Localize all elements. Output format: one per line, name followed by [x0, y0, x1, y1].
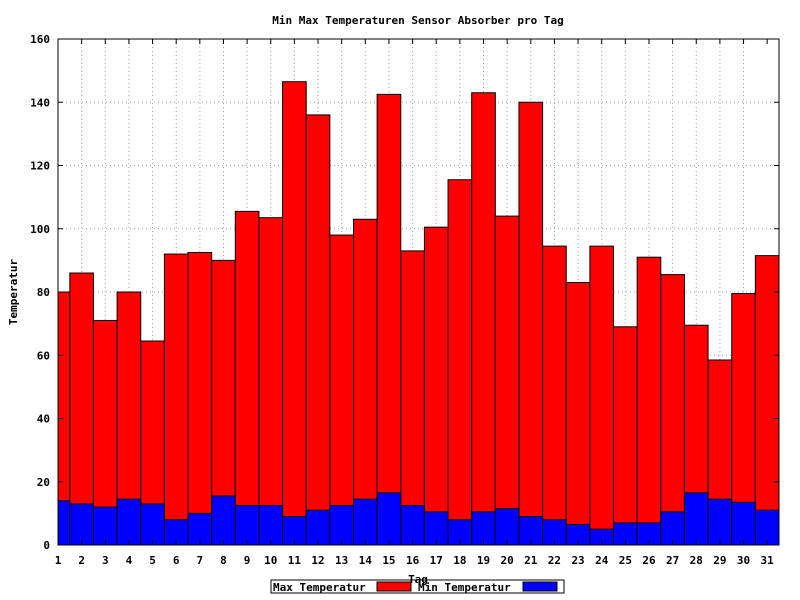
bar-max-day-14	[352, 218, 378, 546]
bar-min-day-30	[731, 501, 756, 546]
bar-min-day-1	[57, 500, 71, 546]
bar-max-day-19	[471, 92, 496, 546]
bar-max-day-26	[636, 256, 662, 546]
x-tick-label: 22	[548, 554, 561, 567]
bar-max-day-7	[187, 251, 213, 546]
y-tick-label: 20	[37, 476, 50, 489]
bar-max-day-25	[613, 326, 638, 546]
bar-max-day-17	[423, 226, 449, 546]
bars	[57, 81, 780, 546]
x-tick-label: 14	[359, 554, 373, 567]
bar-max-day-13	[329, 234, 354, 546]
y-tick-label: 140	[30, 96, 50, 109]
bar-max-day-23	[565, 282, 591, 546]
x-tick-label: 27	[666, 554, 679, 567]
x-tick-label: 24	[595, 554, 609, 567]
bar-max-day-10	[258, 217, 284, 546]
bar-max-day-16	[400, 250, 425, 546]
bar-min-day-14	[352, 498, 378, 546]
bar-max-day-27	[660, 274, 685, 546]
x-tick-label: 5	[149, 554, 156, 567]
x-tick-label: 9	[244, 554, 251, 567]
legend-swatch-min	[522, 581, 558, 592]
bar-max-day-6	[163, 253, 189, 546]
bar-max-day-9	[234, 210, 260, 546]
bar-min-day-10	[258, 504, 284, 546]
y-tick-label: 80	[37, 286, 50, 299]
x-tick-label: 3	[102, 554, 109, 567]
bar-min-day-5	[140, 503, 165, 546]
y-tick-label: 100	[30, 223, 50, 236]
y-tick-labels: 0 20 40 60 80 100 120 140 160	[30, 33, 50, 552]
legend-swatch-max	[376, 581, 412, 592]
x-tick-label: 26	[642, 554, 656, 567]
x-tick-label: 13	[335, 554, 348, 567]
x-tick-label: 16	[406, 554, 420, 567]
x-tick-label: 11	[288, 554, 302, 567]
x-tick-label: 25	[619, 554, 632, 567]
bar-min-day-3	[92, 506, 118, 546]
bar-max-day-15	[376, 93, 402, 546]
x-tick-label: 8	[220, 554, 227, 567]
chart-title: Min Max Temperaturen Sensor Absorber pro…	[272, 14, 563, 27]
bar-min-day-16	[400, 504, 425, 546]
bar-max-day-31	[754, 255, 780, 546]
legend: Max Temperatur Min Temperatur	[270, 579, 565, 594]
x-tick-labels: 1 2 3 4 5 6 7 8 9 10 11 12 13 14 15 16 17 18 19 20 21 22 23 24 2…	[55, 554, 774, 567]
bar-max-day-21	[518, 101, 544, 546]
bar-min-day-9	[234, 504, 260, 546]
bar-min-day-8	[211, 495, 236, 546]
bar-min-day-4	[116, 498, 142, 546]
bar-min-day-31	[754, 509, 780, 546]
y-tick-label: 160	[30, 33, 50, 46]
x-tick-label: 17	[430, 554, 443, 567]
bar-max-day-24	[589, 245, 615, 546]
bar-min-day-28	[683, 492, 709, 546]
y-tick-label: 120	[30, 160, 50, 173]
x-tick-label: 20	[501, 554, 514, 567]
legend-label-max: Max Temperatur	[273, 581, 366, 594]
x-tick-label: 4	[126, 554, 133, 567]
bar-min-day-29	[707, 498, 733, 546]
bar-max-day-11	[282, 81, 307, 546]
x-tick-label: 21	[524, 554, 538, 567]
x-tick-label: 19	[477, 554, 490, 567]
y-axis-label: Temperatur	[7, 259, 20, 326]
x-tick-label: 7	[197, 554, 204, 567]
bar-min-day-12	[305, 509, 331, 546]
bar-min-day-2	[69, 503, 94, 546]
x-tick-label: 15	[382, 554, 395, 567]
x-tick-label: 29	[713, 554, 726, 567]
bar-min-day-15	[376, 492, 402, 546]
bar-max-day-20	[494, 215, 520, 546]
x-tick-label: 6	[173, 554, 180, 567]
y-tick-label: 0	[43, 539, 50, 552]
y-tick-label: 40	[37, 413, 50, 426]
y-tick-label: 60	[37, 349, 50, 362]
x-tick-label: 18	[453, 554, 466, 567]
bar-min-day-20	[494, 508, 520, 546]
x-tick-label: 28	[690, 554, 703, 567]
bar-min-day-13	[329, 504, 354, 546]
legend-label-min: Min Temperatur	[418, 581, 511, 594]
legend-box	[270, 579, 565, 594]
bar-max-day-12	[305, 114, 331, 546]
x-tick-label: 2	[78, 554, 85, 567]
x-tick-label: 30	[737, 554, 750, 567]
bar-max-day-22	[542, 245, 567, 546]
x-tick-label: 1	[55, 554, 62, 567]
x-tick-label: 31	[761, 554, 775, 567]
x-tick-label: 23	[571, 554, 584, 567]
x-tick-label: 12	[311, 554, 324, 567]
x-tick-label: 10	[264, 554, 277, 567]
bar-max-day-18	[447, 179, 473, 546]
axis-ticks	[57, 38, 779, 546]
